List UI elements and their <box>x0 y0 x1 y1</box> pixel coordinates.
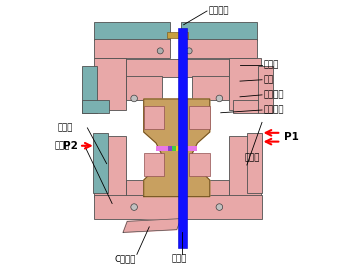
Text: 膜盒体: 膜盒体 <box>54 141 70 150</box>
Text: 轴封膜片: 轴封膜片 <box>208 7 229 15</box>
Circle shape <box>216 204 223 210</box>
Bar <box>168 146 172 151</box>
Bar <box>233 100 258 113</box>
Text: 高压室: 高压室 <box>244 154 260 163</box>
Text: 密封圈: 密封圈 <box>264 60 279 69</box>
Bar <box>93 133 108 192</box>
Bar <box>126 180 229 197</box>
Bar <box>144 106 164 129</box>
Polygon shape <box>144 99 210 197</box>
Circle shape <box>157 48 163 54</box>
Bar <box>176 146 179 151</box>
Bar <box>258 66 273 113</box>
Bar <box>178 28 187 248</box>
Circle shape <box>186 48 192 54</box>
Bar <box>126 59 229 77</box>
Bar <box>189 106 210 129</box>
Bar <box>181 22 256 40</box>
Bar <box>94 136 126 197</box>
Bar <box>126 76 162 100</box>
Circle shape <box>131 204 137 210</box>
Bar <box>82 100 109 113</box>
Bar <box>82 66 97 113</box>
Text: 金属膜片: 金属膜片 <box>264 90 284 99</box>
Bar <box>229 136 261 197</box>
Bar <box>167 32 188 38</box>
Bar <box>94 195 262 219</box>
Text: 低压室: 低压室 <box>57 123 73 132</box>
Bar <box>156 146 168 151</box>
Bar <box>192 76 229 100</box>
Bar <box>181 146 196 151</box>
Bar <box>172 146 176 151</box>
Polygon shape <box>123 219 181 232</box>
Text: 主扛杆: 主扛杆 <box>171 254 187 263</box>
Bar <box>181 39 256 58</box>
Bar <box>179 146 181 151</box>
Bar <box>229 58 261 110</box>
Bar <box>247 133 262 192</box>
Text: P2: P2 <box>62 141 78 151</box>
Text: 硅油: 硅油 <box>264 75 274 84</box>
Bar <box>144 153 164 176</box>
Circle shape <box>216 95 223 102</box>
Text: C型簧片: C型簧片 <box>115 254 136 263</box>
Bar <box>94 39 170 58</box>
Text: 膜盒硬芯: 膜盒硬芯 <box>264 106 284 114</box>
Bar <box>94 22 170 40</box>
Text: P1: P1 <box>284 133 299 142</box>
Circle shape <box>131 95 137 102</box>
Bar <box>94 58 126 110</box>
Bar <box>189 153 210 176</box>
